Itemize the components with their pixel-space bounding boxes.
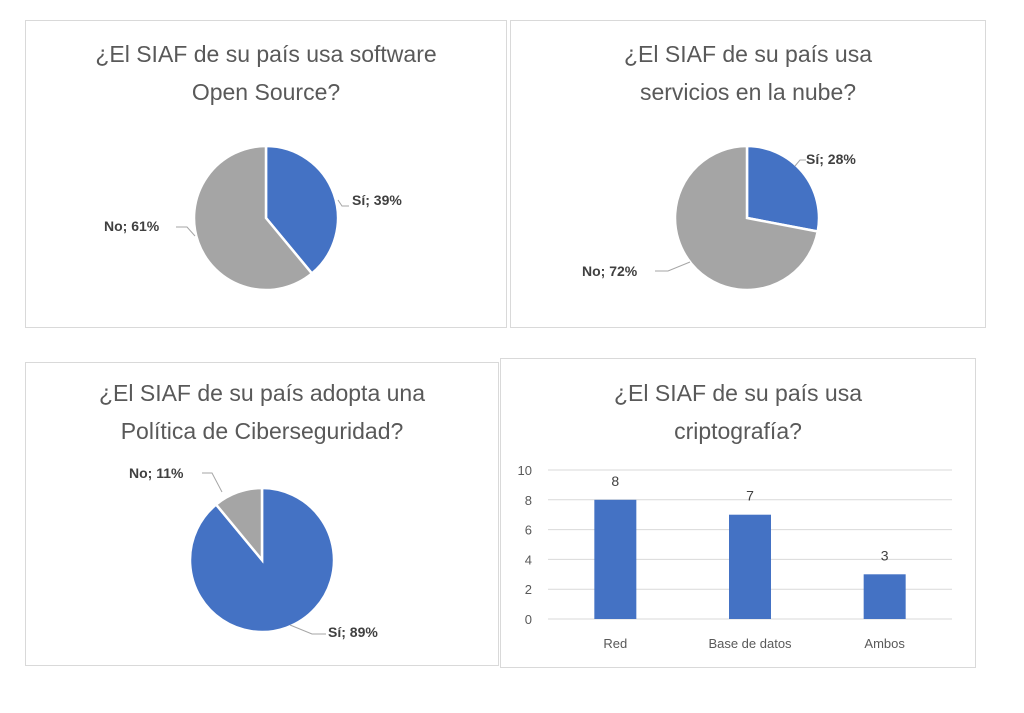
title-line: Open Source? (191, 79, 341, 105)
bar-1 (729, 514, 771, 619)
title-line: servicios en la nube? (639, 79, 857, 105)
pie-slice-no (673, 144, 820, 292)
y-tick-label: 4 (525, 552, 532, 567)
title-line: ¿El SIAF de su país usa (623, 41, 872, 67)
bar-2 (863, 574, 906, 619)
pie-slice-si (745, 144, 821, 233)
chart-title: ¿El SIAF de su país usa criptografía? (501, 374, 975, 450)
leader-line (202, 472, 223, 493)
leader-line (289, 624, 326, 635)
title-line: ¿El SIAF de su país adopta una (98, 380, 426, 406)
y-tick-label: 2 (525, 582, 532, 597)
x-tick-label: Red (603, 636, 627, 651)
title-line: Política de Ciberseguridad? (120, 418, 404, 444)
leader-line (655, 261, 691, 272)
pie-slice-no (192, 144, 314, 292)
data-label: No; 72% (582, 263, 638, 279)
bar-0 (594, 499, 637, 619)
chart-title: ¿El SIAF de su país usa servicios en la … (511, 35, 985, 111)
pie-slice-si (264, 144, 340, 276)
y-tick-label: 10 (518, 463, 532, 478)
data-label: Sí; 28% (806, 151, 856, 167)
data-label: No; 11% (129, 465, 184, 481)
bar-data-label: 7 (746, 488, 754, 504)
bar-data-label: 8 (611, 473, 619, 489)
leader-line (176, 226, 196, 237)
x-tick-label: Ambos (864, 636, 905, 651)
data-label: No; 61% (104, 218, 160, 234)
chart-cybersecurity: ¿El SIAF de su país adopta una Política … (25, 362, 499, 666)
y-tick-label: 0 (525, 612, 532, 627)
leader-line (794, 159, 806, 167)
data-label: Sí; 89% (328, 624, 378, 640)
chart-title: ¿El SIAF de su país usa software Open So… (26, 35, 506, 111)
title-line: ¿El SIAF de su país usa (613, 380, 862, 406)
chart-title: ¿El SIAF de su país adopta una Política … (26, 374, 498, 450)
pie-slice-no (214, 486, 264, 564)
y-tick-label: 8 (525, 493, 532, 508)
x-tick-label: Base de datos (708, 636, 792, 651)
title-line: criptografía? (674, 418, 802, 444)
bar-data-label: 3 (881, 547, 889, 563)
leader-line (337, 199, 349, 207)
y-tick-label: 6 (525, 523, 532, 538)
title-line: ¿El SIAF de su país usa software (95, 41, 437, 67)
data-label: Sí; 39% (352, 192, 402, 208)
